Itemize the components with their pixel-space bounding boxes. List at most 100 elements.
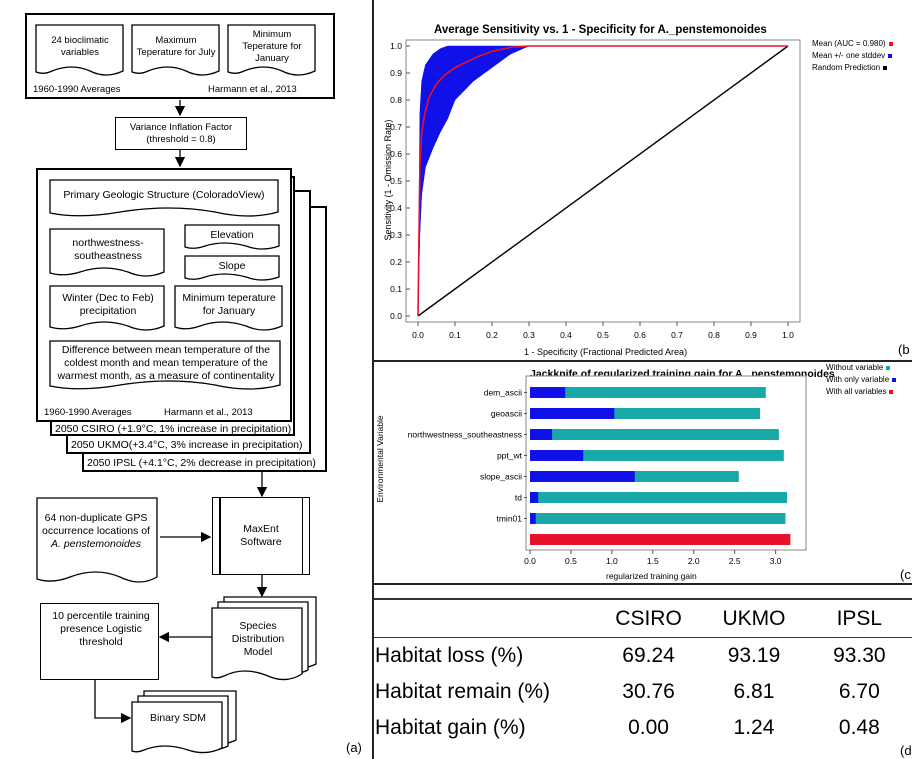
threshold-label: 10 percentile training presence Logistic… [52, 610, 150, 648]
jack-bar-only [530, 513, 536, 524]
roc-ytick-label: 0.0 [390, 311, 402, 321]
table-header-row: CSIRO UKMO IPSL [374, 601, 912, 638]
jack-xlabel: regularized training gain [606, 571, 697, 581]
roc-xtick-label: 0.9 [745, 330, 757, 340]
jack-xtick-label: 2.5 [729, 556, 741, 566]
jack-bar-without [530, 408, 761, 419]
header-csiro: CSIRO [615, 607, 682, 630]
roc-mean-line [417, 45, 788, 317]
var-continentality: Difference between mean temperature of t… [57, 343, 275, 382]
roc-ytick-label: 0.7 [390, 122, 402, 132]
roc-xtick-label: 0.5 [597, 330, 609, 340]
roc-xtick-label: 0.3 [523, 330, 535, 340]
scenario-csiro-label: 2050 CSIRO (+1.9°C, 1% increase in preci… [55, 423, 292, 435]
roc-legend-swatch [888, 41, 893, 46]
roc-ytick-label: 1.0 [390, 41, 402, 51]
roc-title: Average Sensitivity vs. 1 - Specificity … [434, 24, 767, 36]
var-min-temp-jan: Minimum teperature for January [182, 292, 276, 317]
jack-category-label: dem_ascii [484, 388, 522, 398]
header-ipsl: IPSL [836, 607, 883, 630]
jack-legend-item: With only variable [826, 374, 912, 386]
jack-xtick-label: 3.0 [770, 556, 782, 566]
roc-panel: Average Sensitivity vs. 1 - Specificity … [374, 0, 912, 360]
jack-bar-only [530, 387, 566, 398]
variable-doc-shapes [49, 179, 283, 390]
var-northwestness: northwestness-southeastness [72, 237, 144, 262]
roc-xtick-label: 0.6 [634, 330, 646, 340]
panel-c-label: (c [900, 567, 911, 582]
var-geologic-structure: Primary Geologic Structure (ColoradoView… [63, 188, 265, 201]
gps-doc-shape [36, 497, 158, 583]
jack-xtick-label: 1.0 [606, 556, 618, 566]
table-row: Habitat loss (%) 69.24 93.19 93.30 [374, 637, 912, 675]
cell-remain-csiro: 30.76 [622, 680, 675, 703]
roc-ytick-label: 0.3 [390, 230, 402, 240]
jack-bar-only [530, 408, 615, 419]
species-name: A. penstemonoides [51, 538, 141, 550]
roc-stddev-band [417, 45, 788, 317]
jack-plot: dem_ascii geoascii northwestness_southeast… [408, 375, 807, 566]
jack-legend-swatch [892, 377, 897, 382]
roc-legend-text: Mean (AUC = 0.980) [812, 39, 886, 48]
jack-xtick-label: 2.0 [688, 556, 700, 566]
jack-bar-without [530, 513, 786, 524]
jack-bar-without [530, 492, 788, 503]
maxent-right-bar [301, 498, 303, 574]
scenario-ukmo-label: 2050 UKMO(+3.4°C, 3% increase in precipi… [71, 439, 303, 451]
jack-category-label: slope_ascii [480, 472, 522, 482]
jack-bar-without [530, 387, 766, 398]
jack-legend-item: Without variable [826, 362, 912, 374]
row-label-gain: Habitat gain (%) [375, 716, 526, 739]
roc-xtick-label: 1.0 [782, 330, 794, 340]
vif-box: Variance Inflation Factor (threshold = 0… [115, 117, 247, 150]
jack-bar-only [530, 471, 635, 482]
binary-sdm-label: Binary SDM [149, 711, 206, 724]
roc-ytick-label: 0.8 [390, 95, 402, 105]
var-slope: Slope [218, 259, 246, 272]
cell-loss-ipsl: 93.30 [833, 644, 886, 667]
var-elevation: Elevation [210, 228, 254, 241]
roc-random-line [417, 45, 789, 317]
baseline-citation-label: Harmann et al., 2013 [164, 407, 253, 418]
threshold-box [40, 603, 159, 680]
roc-ytick-label: 0.1 [390, 284, 402, 294]
roc-xtick-label: 0.4 [560, 330, 572, 340]
jack-legend-text: With all variables [826, 387, 887, 396]
roc-ytick-label: 0.6 [390, 149, 402, 159]
panel-b-label: (b [898, 342, 910, 357]
jack-xtick-label: 0.5 [565, 556, 577, 566]
divider-vertical [372, 0, 374, 759]
maxent-box [212, 497, 310, 575]
input-doc-bioclim: 24 bioclimatic variables [51, 35, 109, 58]
roc-xtick-label: 0.1 [449, 330, 461, 340]
jack-bar-all [530, 534, 791, 545]
roc-xtick-label: 0.2 [486, 330, 498, 340]
maxent-label: MaxEnt Software [240, 523, 282, 548]
roc-legend-item: Mean +/- one stddev [812, 50, 912, 62]
divider-jack-table [372, 583, 912, 585]
roc-plot: 0.0 0.1 0.2 0.3 0.4 0.5 0.6 0.7 0.8 0.9 1.0 0.0 0.1 0… [390, 39, 801, 340]
input-doc-maxtemp: Maximum Teperature for July [136, 35, 216, 58]
jack-xtick-label: 0.0 [524, 556, 536, 566]
roc-xtick-label: 0.7 [671, 330, 683, 340]
jack-legend: Without variable With only variable With a… [826, 362, 912, 398]
roc-legend-swatch [883, 65, 888, 70]
roc-ytick-label: 0.9 [390, 68, 402, 78]
jack-category-label: tmin01 [496, 514, 522, 524]
roc-legend-swatch [888, 53, 893, 58]
table-row: Habitat gain (%) 0.00 1.24 0.48 [374, 710, 912, 746]
roc-ytick-label: 0.5 [390, 176, 402, 186]
input-doc-mintemp: Minimum Teperature for January [242, 29, 302, 64]
flowchart-connectors [94, 100, 268, 724]
row-label-remain: Habitat remain (%) [375, 680, 551, 703]
binary-doc-stack [131, 690, 237, 754]
jack-bar-without [530, 429, 779, 440]
input-averages-label: 1960-1990 Averages [33, 84, 121, 95]
jack-category-label: geoascii [491, 409, 522, 419]
roc-legend-item: Mean (AUC = 0.980) [812, 38, 912, 50]
cell-gain-csiro: 0.00 [628, 716, 669, 739]
sdm-doc-stack [211, 596, 317, 681]
cell-remain-ipsl: 6.70 [838, 680, 880, 703]
table-top-rule [374, 598, 912, 600]
roc-legend-item: Random Prediction [812, 62, 912, 74]
